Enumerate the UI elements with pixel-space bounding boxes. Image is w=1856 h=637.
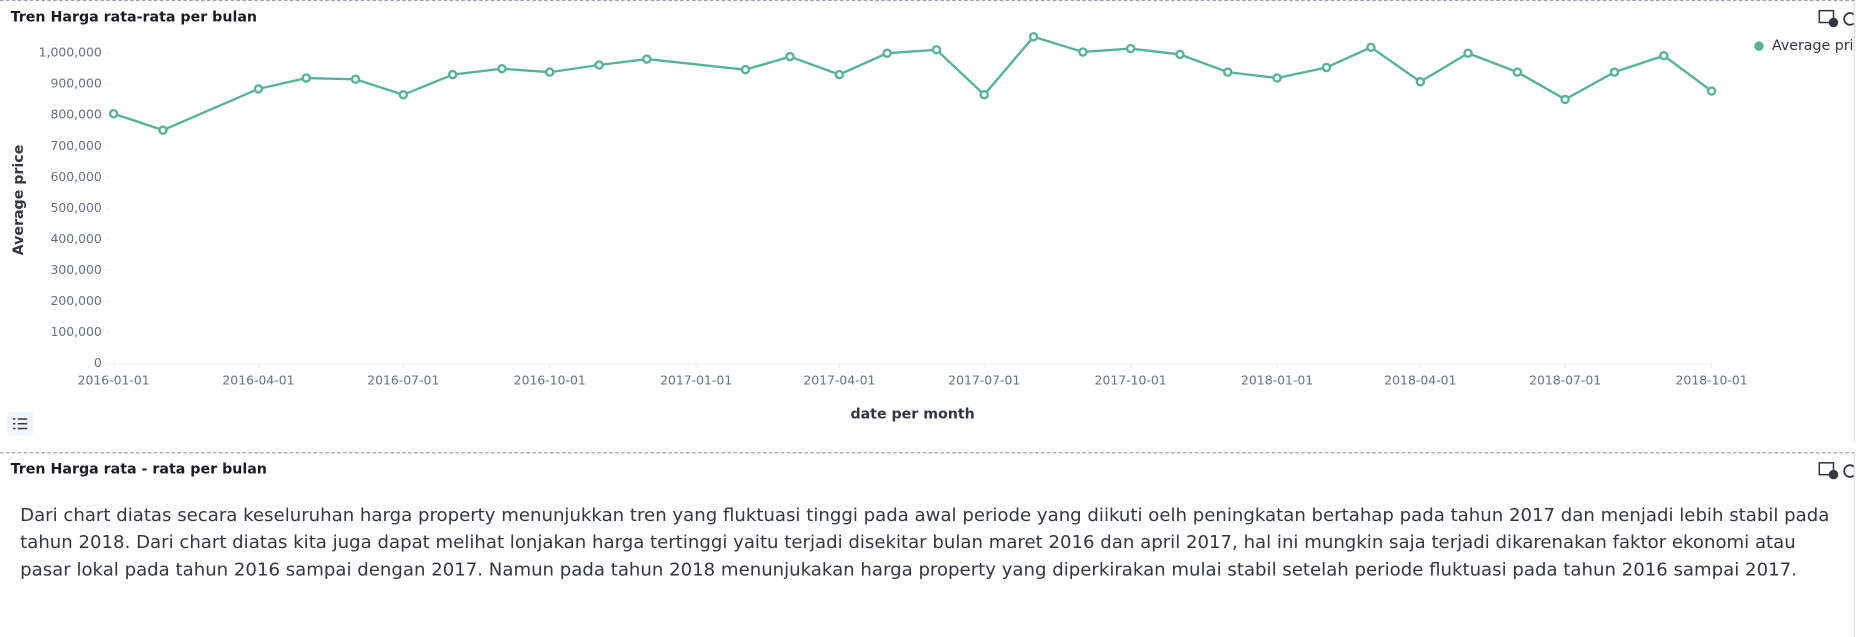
x-tick-label: 2017-07-01 [948,373,1020,388]
data-point [1560,94,1570,105]
data-point [301,73,311,83]
x-tick-label: 2018-01-01 [1241,373,1313,388]
panel-options-icon[interactable] [1818,8,1854,29]
data-point [931,45,942,55]
legend-toggle-icon[interactable] [7,411,34,436]
data-point [785,51,795,62]
markdown-panel: Tren Harga rata - rata per bulan Dari ch… [0,452,1855,637]
panel-options-icon[interactable] [1818,460,1854,481]
data-point [834,69,845,80]
data-point [882,48,892,58]
x-tick-label: 2018-10-01 [1676,373,1748,388]
data-point [594,60,604,70]
y-tick-label: 500,000 [50,200,101,215]
data-point [108,108,119,119]
x-tick-label: 2018-04-01 [1384,373,1456,388]
y-tick-label: 300,000 [50,262,101,277]
data-point [1175,49,1185,60]
x-tick-label: 2017-01-01 [660,373,732,388]
data-point [1706,86,1717,96]
legend-label: Average price [1772,38,1854,54]
data-point [1125,43,1136,54]
y-tick-label: 200,000 [50,293,101,308]
panel-title: Tren Harga rata - rata per bulan [10,460,267,478]
y-tick-label: 0 [94,355,102,370]
x-axis-title: date per month [850,406,974,422]
series-line [113,35,1713,132]
data-point [1463,48,1473,58]
x-tick-label: 2016-10-01 [514,373,586,388]
y-tick-label: 1,000,000 [39,45,102,60]
data-point [398,90,409,100]
x-tick-label: 2016-04-01 [222,373,294,388]
chart: Average price date per month 0 100,000 200… [11,32,1854,422]
data-point [979,90,989,100]
data-point [1659,50,1669,61]
data-point [1272,73,1282,83]
y-axis-title: Average price [11,145,27,256]
panel-title: Tren Harga rata-rata per bulan [10,8,258,25]
x-tick-label: 2017-10-01 [1095,373,1167,388]
y-tick-label: 900,000 [50,76,101,91]
chart-panel: Average price date per month 0 100,000 200… [0,0,1855,442]
data-point [1078,47,1088,57]
y-tick-label: 700,000 [50,138,101,153]
data-point [158,125,168,135]
y-tick-label: 800,000 [50,107,101,122]
data-point [1512,67,1523,77]
x-tick-label: 2018-07-01 [1529,373,1601,388]
data-point [1366,42,1376,53]
data-point [1415,77,1426,87]
x-tick-label: 2017-04-01 [803,373,875,388]
y-tick-label: 400,000 [50,231,101,246]
data-point [544,67,555,77]
data-point [253,84,264,94]
y-tick-label: 100,000 [50,324,101,339]
x-tick-label: 2016-01-01 [78,373,150,388]
data-point [740,64,751,75]
data-point [1028,32,1039,42]
markdown-text: Dari chart diatas secara keseluruhan har… [20,504,1830,580]
data-point [497,63,507,74]
data-point [1223,67,1233,77]
legend-swatch [1754,41,1764,51]
y-tick-label: 600,000 [50,169,101,184]
data-point [447,69,458,80]
data-point [350,74,361,85]
data-point [1609,67,1620,77]
data-point [642,54,652,64]
data-point [1321,62,1332,73]
x-tick-label: 2016-07-01 [367,373,439,388]
